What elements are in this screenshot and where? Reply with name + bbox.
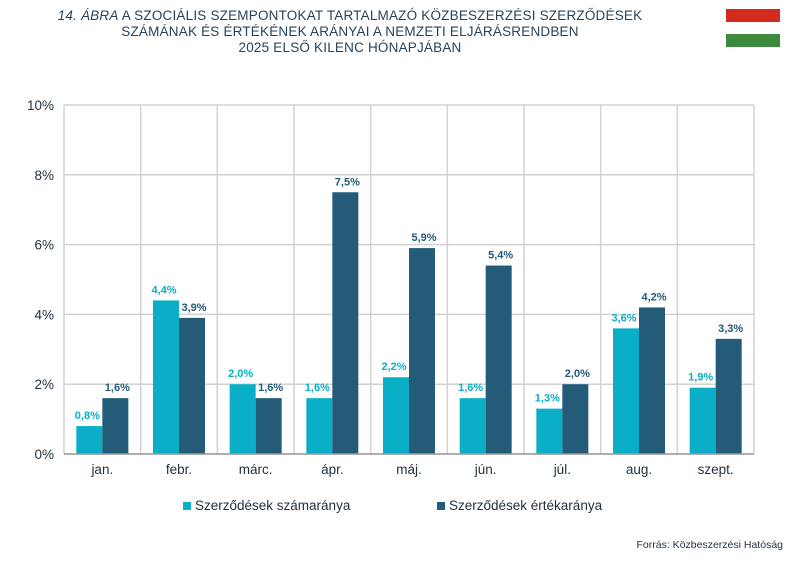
bar-series-2 [485, 265, 512, 454]
legend-swatch-series-1 [183, 501, 191, 510]
x-tick-label: máj. [396, 462, 422, 477]
data-label-series-1: 3,6% [611, 312, 636, 324]
data-label-series-2: 3,9% [181, 302, 206, 314]
bar-series-2 [179, 317, 205, 454]
x-tick-label: ápr. [321, 462, 344, 477]
x-tick-label: jan. [90, 462, 113, 477]
bar-series-1 [383, 377, 409, 454]
figure-number: 14. ÁBRA [57, 8, 119, 23]
hungarian-flag-icon [726, 9, 780, 47]
legend-item-series-2: Szerződések értékaránya [437, 498, 602, 513]
x-tick-label: aug. [626, 462, 652, 477]
data-label-series-1: 1,6% [458, 382, 483, 394]
data-label-series-2: 7,5% [335, 176, 360, 188]
bar-series-2 [102, 398, 129, 454]
data-label-series-2: 4,2% [641, 291, 666, 303]
data-label-series-1: 1,9% [688, 372, 713, 384]
flag-stripe-red [726, 9, 780, 22]
y-tick-label: 10% [27, 98, 54, 113]
bar-series-2 [332, 192, 359, 454]
bar-series-1 [613, 328, 639, 454]
data-label-series-1: 1,3% [535, 393, 560, 405]
x-tick-label: márc. [239, 462, 273, 477]
x-tick-label: szept. [698, 462, 734, 477]
data-label-series-2: 1,6% [105, 382, 130, 394]
legend-swatch-series-2 [437, 501, 445, 510]
chart-title: 14. ÁBRA A SZOCIÁLIS SZEMPONTOKAT TARTAL… [50, 8, 650, 56]
data-label-series-1: 2,2% [381, 361, 406, 373]
legend-label-series-2: Szerződések értékaránya [449, 498, 603, 513]
bar-series-1 [689, 387, 716, 454]
y-tick-label: 2% [34, 377, 54, 392]
bar-series-1 [536, 408, 563, 454]
source-note: Forrás: Közbeszerzési Hatóság [636, 539, 783, 551]
bar-series-1 [459, 398, 486, 454]
legend: Szerződések számaránya Szerződések érték… [0, 498, 800, 518]
title-line-1-text: A SZOCIÁLIS SZEMPONTOKAT TARTALMAZÓ KÖZB… [121, 8, 643, 23]
bar-series-1 [229, 384, 256, 454]
y-tick-label: 6% [34, 238, 54, 253]
data-label-series-2: 5,9% [411, 232, 436, 244]
data-label-series-2: 2,0% [565, 368, 590, 380]
x-tick-label: jún. [474, 462, 497, 477]
bar-series-2 [562, 384, 589, 454]
title-line-1: 14. ÁBRA A SZOCIÁLIS SZEMPONTOKAT TARTAL… [50, 8, 650, 24]
data-label-series-1: 0,8% [75, 410, 100, 422]
y-tick-label: 0% [34, 447, 54, 462]
data-label-series-2: 1,6% [258, 382, 283, 394]
legend-label-series-1: Szerződések számaránya [195, 498, 351, 513]
legend-item-series-1: Szerződések számaránya [183, 498, 350, 513]
flag-stripe-white [726, 21, 780, 35]
bar-series-1 [306, 398, 333, 454]
y-tick-label: 8% [34, 168, 54, 183]
data-label-series-1: 1,6% [305, 382, 330, 394]
bar-series-1 [76, 426, 103, 454]
y-tick-label: 4% [34, 307, 54, 322]
x-tick-label: júl. [553, 462, 571, 477]
bar-series-2 [715, 338, 742, 454]
data-label-series-2: 5,4% [488, 250, 513, 262]
bar-series-2 [639, 307, 665, 454]
data-label-series-1: 4,4% [151, 284, 176, 296]
x-tick-label: febr. [166, 462, 192, 477]
title-line-2: SZÁMÁNAK ÉS ÉRTÉKÉNEK ARÁNYAI A NEMZETI … [121, 24, 579, 39]
bar-series-1 [153, 300, 179, 454]
bar-series-2 [255, 398, 282, 454]
bar-series-2 [409, 248, 435, 454]
data-label-series-1: 2,0% [228, 368, 253, 380]
data-label-series-2: 3,3% [718, 323, 743, 335]
title-line-3: 2025 ELSŐ KILENC HÓNAPJÁBAN [238, 40, 462, 55]
flag-stripe-green [726, 34, 780, 47]
